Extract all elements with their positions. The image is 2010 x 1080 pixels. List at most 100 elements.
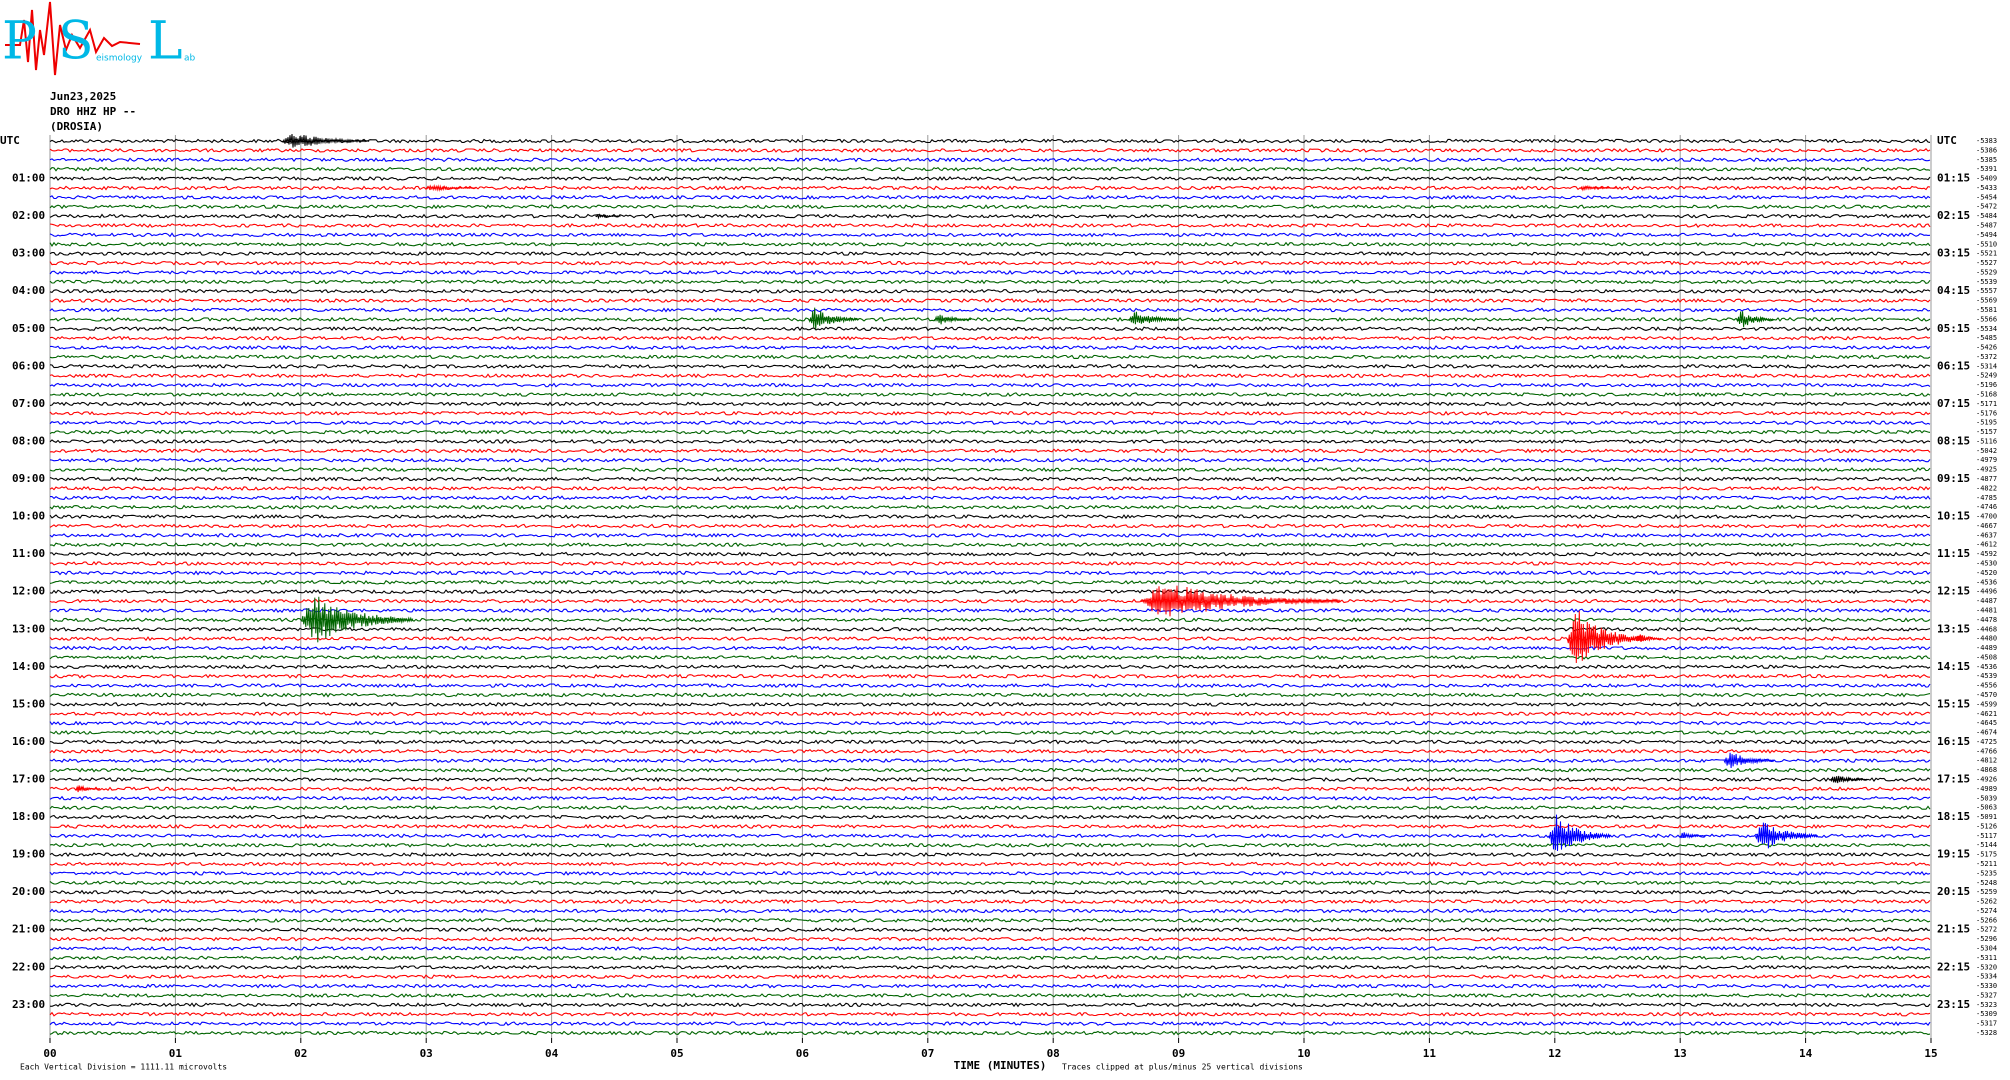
trace xyxy=(49,927,1931,933)
hour-label: 06:15 xyxy=(1937,359,1970,372)
offset-label: -4989 xyxy=(1976,785,1997,793)
trace xyxy=(49,166,1931,172)
offset-label: -4766 xyxy=(1976,747,1997,755)
seismic-event xyxy=(1736,311,1774,328)
x-tick-label: 10 xyxy=(1297,1047,1310,1060)
trace xyxy=(49,823,1931,829)
seismic-event xyxy=(1566,610,1643,664)
offset-label: -5176 xyxy=(1976,409,1997,417)
offset-label: -4812 xyxy=(1976,757,1997,765)
trace xyxy=(49,1011,1931,1017)
offset-label: -4645 xyxy=(1976,719,1997,727)
trace xyxy=(49,185,1931,191)
trace xyxy=(49,467,1931,473)
offset-label: -5314 xyxy=(1976,362,1997,370)
offset-label: -5262 xyxy=(1976,898,1997,906)
x-tick-label: 11 xyxy=(1423,1047,1437,1060)
offset-label: -5063 xyxy=(1976,804,1997,812)
trace xyxy=(49,410,1931,416)
offset-label: -5454 xyxy=(1976,193,1997,201)
offset-label: -5485 xyxy=(1976,334,1997,342)
trace xyxy=(49,992,1931,998)
trace xyxy=(49,739,1931,745)
trace xyxy=(49,833,1931,839)
offset-label: -5320 xyxy=(1976,963,1997,971)
hour-label: 07:00 xyxy=(12,397,45,410)
offset-label: -4926 xyxy=(1976,775,1997,783)
seismic-event xyxy=(1548,814,1611,852)
trace xyxy=(49,176,1931,182)
offset-label: -5323 xyxy=(1976,1001,1997,1009)
offset-label: -4489 xyxy=(1976,644,1997,652)
logo-letter: S xyxy=(58,12,94,72)
offset-label: -5157 xyxy=(1976,428,1997,436)
trace xyxy=(49,945,1931,952)
trace xyxy=(49,223,1931,228)
offset-label: -4556 xyxy=(1976,682,1997,690)
trace xyxy=(49,269,1931,276)
trace xyxy=(49,1021,1931,1027)
offset-label: -4822 xyxy=(1976,484,1997,492)
hour-label: 14:15 xyxy=(1937,660,1970,673)
seismic-event xyxy=(1830,775,1868,784)
trace xyxy=(49,326,1931,332)
trace xyxy=(49,335,1931,341)
offset-label: -5168 xyxy=(1976,391,1997,399)
offset-label: -4478 xyxy=(1976,616,1997,624)
offset-label: -4508 xyxy=(1976,653,1997,661)
offset-label: -4746 xyxy=(1976,503,1997,511)
hour-label: 09:15 xyxy=(1937,472,1970,485)
hour-label: 11:15 xyxy=(1937,547,1970,560)
hour-label: 23:00 xyxy=(12,998,45,1011)
hour-label: 17:15 xyxy=(1937,772,1970,785)
hour-label: 21:00 xyxy=(12,923,45,936)
x-tick-label: 05 xyxy=(670,1047,683,1060)
trace xyxy=(49,213,1931,219)
trace xyxy=(49,298,1931,304)
offset-label: -5330 xyxy=(1976,982,1997,990)
offset-label: -5296 xyxy=(1976,935,1997,943)
trace xyxy=(49,936,1931,942)
hour-label: 02:00 xyxy=(12,209,45,222)
offset-label: -5266 xyxy=(1976,916,1997,924)
hour-label: 15:00 xyxy=(12,697,45,710)
seismic-event xyxy=(1579,184,1618,192)
hour-label: 12:00 xyxy=(12,585,45,598)
trace xyxy=(49,917,1931,923)
offset-label: -5385 xyxy=(1976,156,1997,164)
trace xyxy=(49,711,1931,717)
trace xyxy=(49,495,1931,501)
trace xyxy=(49,964,1931,970)
offset-label: -4785 xyxy=(1976,494,1997,502)
trace xyxy=(49,194,1931,200)
offset-label: -4925 xyxy=(1976,466,1997,474)
offset-label: -5327 xyxy=(1976,991,1997,999)
trace xyxy=(49,448,1931,454)
trace xyxy=(49,626,1931,632)
hour-label: 04:00 xyxy=(12,284,45,297)
hour-label: 19:00 xyxy=(12,848,45,861)
trace xyxy=(49,147,1931,153)
trace xyxy=(49,157,1931,163)
trace xyxy=(49,1002,1931,1008)
x-tick-label: 09 xyxy=(1172,1047,1185,1060)
offset-label: -4536 xyxy=(1976,578,1997,586)
offset-label: -5391 xyxy=(1976,165,1997,173)
trace xyxy=(49,851,1931,858)
trace xyxy=(49,598,1931,604)
offset-label: -5569 xyxy=(1976,297,1997,305)
offset-label: -5235 xyxy=(1976,869,1997,877)
offset-label: -4637 xyxy=(1976,531,1997,539)
offset-label: -4487 xyxy=(1976,597,1997,605)
trace xyxy=(49,457,1931,463)
offset-label: -5433 xyxy=(1976,184,1997,192)
trace xyxy=(49,880,1931,886)
trace xyxy=(49,429,1931,435)
x-tick-label: 03 xyxy=(420,1047,433,1060)
trace xyxy=(49,579,1931,585)
trace xyxy=(49,899,1931,905)
offset-label: -5527 xyxy=(1976,259,1997,267)
offset-label: -5175 xyxy=(1976,851,1997,859)
offset-label: -4480 xyxy=(1976,635,1997,643)
trace xyxy=(49,654,1931,661)
